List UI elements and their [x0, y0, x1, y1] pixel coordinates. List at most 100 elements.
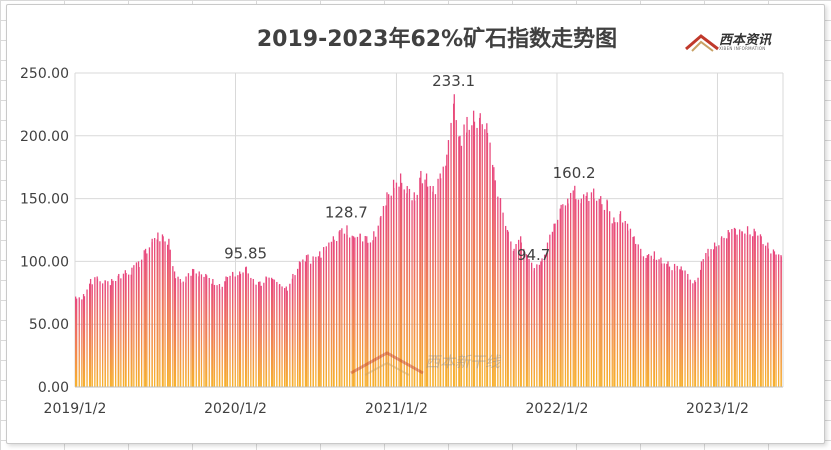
- bar: [425, 173, 428, 387]
- bar: [239, 271, 241, 387]
- bar: [372, 240, 374, 387]
- bar: [754, 231, 756, 387]
- bar: [734, 228, 736, 387]
- bar: [343, 233, 346, 387]
- bar: [159, 241, 161, 387]
- bar: [190, 275, 192, 387]
- bar: [684, 270, 686, 387]
- bar: [713, 249, 715, 387]
- bar: [120, 278, 122, 387]
- bar: [518, 239, 520, 387]
- y-tick-label: 250.00: [20, 66, 69, 82]
- bar: [182, 281, 184, 387]
- x-tick-label: 2022/1/2: [526, 401, 589, 417]
- bar: [606, 201, 608, 387]
- bar: [531, 262, 533, 387]
- bar: [544, 254, 546, 387]
- bar: [778, 254, 780, 387]
- bar: [102, 283, 104, 387]
- bar: [553, 223, 555, 387]
- bar: [208, 277, 210, 387]
- bar: [506, 230, 509, 387]
- bar: [305, 255, 308, 387]
- bar: [510, 241, 512, 387]
- bar: [193, 269, 195, 387]
- bar: [137, 261, 140, 387]
- bar: [89, 283, 91, 387]
- watermark-roof-icon: [350, 351, 424, 376]
- bar: [749, 234, 751, 387]
- bar: [276, 281, 278, 387]
- bar: [600, 196, 602, 387]
- bar: [646, 255, 648, 387]
- bar: [727, 230, 729, 387]
- bar: [91, 284, 93, 387]
- bar: [492, 164, 494, 387]
- bar: [598, 198, 600, 387]
- bar: [655, 259, 658, 387]
- bar: [466, 116, 468, 388]
- bar: [549, 234, 551, 387]
- bar: [736, 234, 738, 387]
- y-tick-label: 150.00: [20, 192, 69, 208]
- bar: [533, 268, 535, 387]
- data-label: 95.85: [224, 245, 267, 263]
- bar: [81, 299, 83, 387]
- bar: [195, 273, 197, 387]
- bar: [700, 261, 703, 387]
- bar: [632, 236, 634, 387]
- bar: [411, 200, 413, 387]
- bar: [633, 236, 635, 387]
- bar: [471, 125, 473, 387]
- bar: [164, 241, 166, 387]
- bar: [406, 186, 408, 387]
- bar: [770, 253, 772, 387]
- bar: [681, 270, 684, 387]
- bar: [310, 263, 312, 387]
- bar: [144, 248, 147, 387]
- chart-frame[interactable]: 2019-2023年62%矿石指数走势图 西本资讯 XIBEN INFORMAT…: [6, 4, 825, 444]
- bar: [260, 285, 262, 387]
- bar: [616, 222, 619, 387]
- bar: [671, 270, 673, 387]
- bar: [705, 253, 707, 387]
- bar: [271, 277, 273, 387]
- bar: [666, 263, 668, 387]
- bar: [385, 205, 387, 387]
- bar: [453, 94, 455, 387]
- bar: [609, 211, 611, 387]
- bar: [130, 274, 132, 387]
- bar: [151, 238, 153, 387]
- bar: [460, 145, 463, 387]
- bar: [557, 219, 559, 387]
- bar: [570, 192, 572, 387]
- data-label: 94.7: [517, 246, 550, 264]
- bar: [667, 261, 669, 387]
- bar: [773, 251, 776, 387]
- bar: [263, 282, 265, 387]
- bar: [650, 255, 652, 387]
- bar: [577, 199, 580, 387]
- bar: [198, 271, 200, 387]
- chart-plot: 0.00 50.00 100.00 150.00 200.00 250.00 2019/1/…: [20, 66, 784, 417]
- bar: [752, 236, 754, 387]
- bar: [99, 281, 101, 387]
- bar: [564, 205, 567, 387]
- bar: [281, 286, 283, 387]
- bar: [237, 275, 239, 387]
- bar: [619, 211, 622, 387]
- bar: [753, 228, 755, 387]
- bar: [463, 124, 465, 388]
- bar: [304, 261, 307, 387]
- bar: [200, 274, 203, 387]
- bar: [297, 268, 299, 387]
- bar: [526, 255, 528, 387]
- bar: [687, 273, 689, 387]
- bar: [613, 217, 615, 387]
- bar: [762, 244, 764, 387]
- bar: [700, 269, 702, 387]
- bar: [216, 285, 218, 387]
- bar: [574, 185, 576, 387]
- bar: [107, 281, 109, 387]
- bar: [211, 283, 213, 387]
